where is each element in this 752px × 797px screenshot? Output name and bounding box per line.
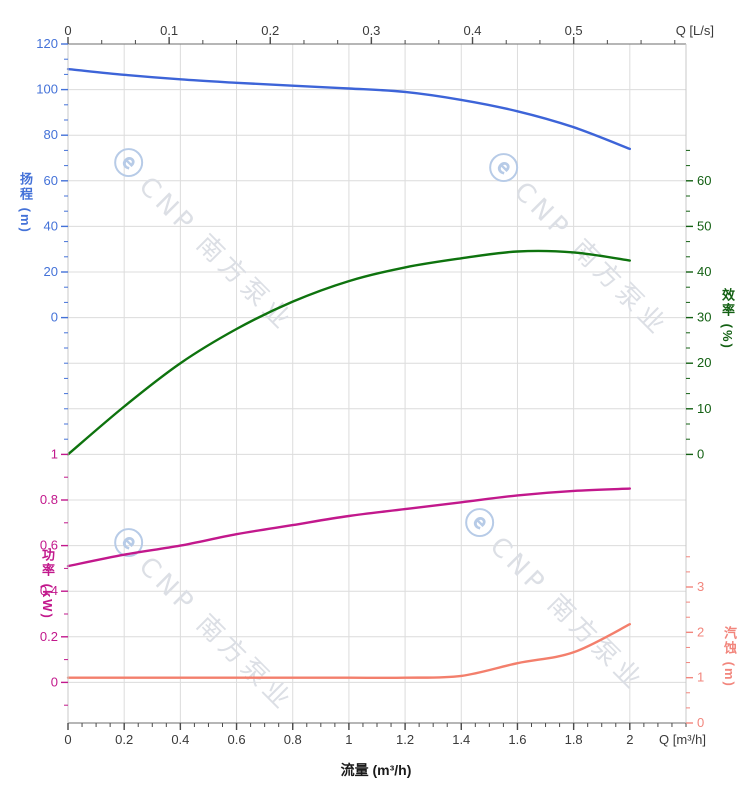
top-tick-label: 0.4	[463, 23, 481, 38]
head-tick-label: 60	[44, 173, 58, 188]
top-tick-label: 0.5	[565, 23, 583, 38]
head-tick-label: 80	[44, 127, 58, 142]
power-tick-label: 0.2	[40, 629, 58, 644]
efficiency-tick-label: 10	[697, 401, 711, 416]
bottom-tick-label: 2	[626, 732, 633, 747]
head-tick-label: 0	[51, 310, 58, 325]
watermark: ⓔCNP 南方泵业	[479, 146, 677, 344]
bottom-tick-label: 0.6	[228, 732, 246, 747]
efficiency-tick-label: 0	[697, 446, 704, 461]
npsh-axis-title: 汽蚀 (m)	[722, 626, 737, 688]
bottom-tick-label: 1.6	[508, 732, 526, 747]
power-tick-label: 1	[51, 446, 58, 461]
npsh-tick-label: 2	[697, 624, 704, 639]
bottom-tick-label: 0	[64, 732, 71, 747]
bottom-tick-label: 0.8	[284, 732, 302, 747]
npsh-tick-label: 1	[697, 670, 704, 685]
head-tick-label: 40	[44, 218, 58, 233]
flow-axis-title: 流量 (m³/h)	[340, 762, 412, 778]
watermark: ⓔCNP 南方泵业	[104, 521, 302, 719]
power-tick-label: 0	[51, 674, 58, 689]
npsh-tick-label: 3	[697, 579, 704, 594]
head-tick-label: 120	[36, 36, 58, 51]
power-tick-label: 0.8	[40, 492, 58, 507]
head-curve	[66, 67, 631, 151]
bottom-tick-label: 1.2	[396, 732, 414, 747]
efficiency-tick-label: 30	[697, 310, 711, 325]
efficiency-tick-label: 60	[697, 173, 711, 188]
efficiency-tick-label: 20	[697, 355, 711, 370]
top-tick-label: 0.2	[261, 23, 279, 38]
top-axis-unit-label: Q [L/s]	[676, 23, 714, 38]
power-tick-label: 0.4	[40, 583, 58, 598]
head-tick-label: 100	[36, 82, 58, 97]
efficiency-tick-label: 40	[697, 264, 711, 279]
bottom-tick-label: 1.8	[565, 732, 583, 747]
power-axis-title: 功率 (kW)	[40, 548, 55, 620]
bottom-axis-unit-label: Q [m³/h]	[659, 732, 706, 747]
efficiency-tick-label: 50	[697, 218, 711, 233]
efficiency-curve	[66, 249, 631, 456]
top-tick-label: 0.1	[160, 23, 178, 38]
top-tick-label: 0.3	[362, 23, 380, 38]
bottom-tick-label: 0.4	[171, 732, 189, 747]
bottom-tick-label: 1	[345, 732, 352, 747]
watermark: ⓔCNP 南方泵业	[455, 501, 653, 699]
npsh-curve	[66, 623, 631, 680]
head-tick-label: 20	[44, 264, 58, 279]
power-curve	[66, 487, 631, 568]
bottom-tick-label: 0.2	[115, 732, 133, 747]
top-tick-label: 0	[64, 23, 71, 38]
bottom-tick-label: 1.4	[452, 732, 470, 747]
npsh-tick-label: 0	[697, 715, 704, 730]
power-tick-label: 0.6	[40, 538, 58, 553]
watermark: ⓔCNP 南方泵业	[104, 141, 302, 339]
head-axis-title: 扬程 (m)	[18, 172, 33, 234]
efficiency-axis-title: 效率 (%)	[720, 288, 735, 350]
